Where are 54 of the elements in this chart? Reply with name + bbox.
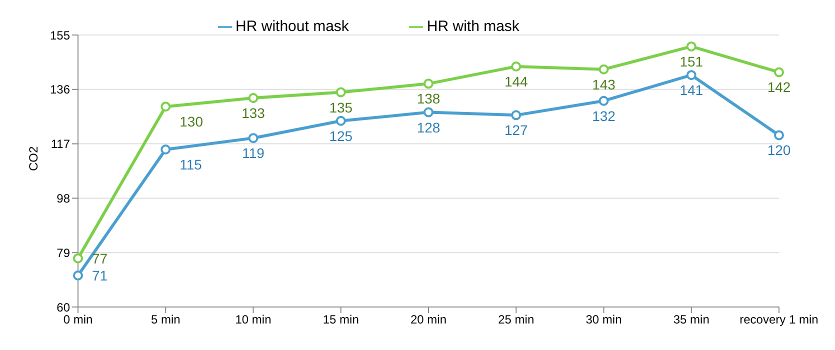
y-tick-label: 60 [56, 300, 70, 314]
x-tick-label: 25 min [498, 312, 534, 327]
point [686, 70, 696, 80]
data-label: 130 [180, 114, 204, 130]
legend-label: HR without mask [236, 18, 349, 35]
data-label: 125 [329, 128, 353, 144]
data-label: 120 [767, 142, 791, 158]
point [73, 270, 83, 281]
x-tick-label: recovery 1 min [740, 312, 818, 327]
point [686, 41, 696, 52]
data-label: 115 [180, 156, 202, 173]
point [336, 87, 346, 98]
point [248, 92, 258, 103]
data-label: 128 [416, 119, 440, 136]
data-label: 138 [416, 90, 440, 107]
point [160, 102, 171, 112]
point [160, 144, 171, 155]
data-label: 119 [242, 145, 265, 162]
x-tick-label: 35 min [673, 312, 710, 327]
point [774, 130, 784, 140]
legend-label: HR with mask [426, 18, 520, 35]
data-label: 151 [680, 53, 704, 70]
y-tick-label: 136 [50, 82, 70, 97]
data-label: 127 [504, 122, 528, 138]
point [424, 107, 434, 118]
data-label: 71 [92, 268, 108, 284]
x-tick-label: 10 min [235, 312, 272, 327]
y-tick-label: 98 [56, 191, 70, 206]
data-label: 132 [592, 108, 616, 124]
y-axis-title: CO2 [26, 146, 40, 171]
y-tick-label: 155 [50, 28, 70, 42]
x-tick-label: 0 min [63, 312, 93, 327]
point [774, 67, 784, 78]
x-tick-label: 5 min [150, 312, 180, 327]
point [511, 61, 522, 72]
point [248, 133, 258, 144]
data-label: 135 [329, 99, 353, 116]
data-label: 77 [92, 250, 108, 266]
x-tick-label: 30 min [586, 312, 622, 327]
point [424, 78, 434, 89]
data-label: 141 [680, 82, 704, 98]
x-tick-label: 20 min [410, 312, 447, 327]
point [336, 116, 346, 126]
data-label: 143 [592, 76, 616, 92]
data-label: 133 [242, 104, 266, 121]
point [598, 64, 609, 74]
point [73, 253, 83, 264]
data-label: 144 [504, 73, 528, 90]
x-tick-label: 15 min [322, 312, 359, 327]
y-tick-label: 117 [50, 137, 70, 152]
point [511, 110, 522, 120]
data-label: 142 [767, 79, 791, 96]
y-tick-label: 79 [56, 246, 70, 260]
point [598, 96, 609, 106]
